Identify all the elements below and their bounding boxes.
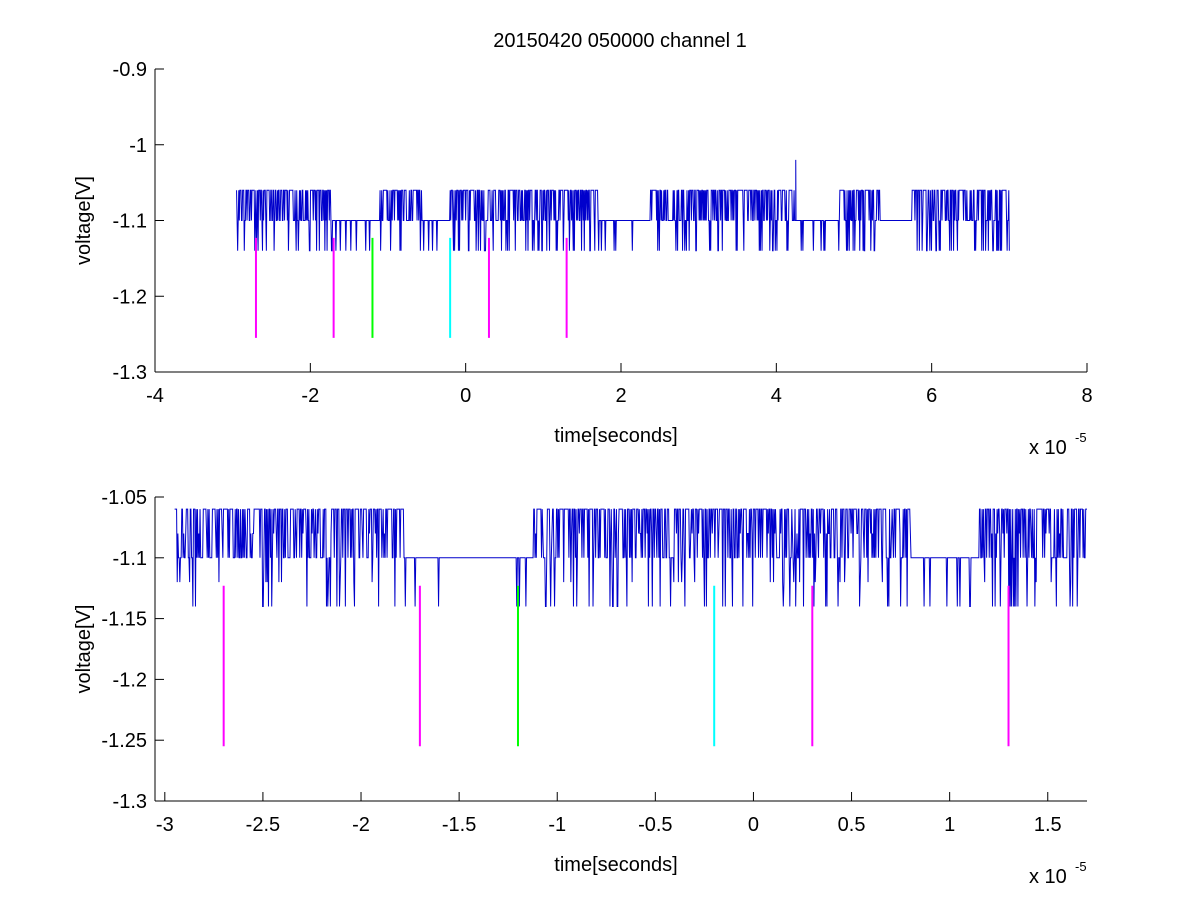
x-exponent-label: x 10 bbox=[1029, 437, 1067, 459]
y-tick-label: -1.15 bbox=[101, 609, 147, 631]
x-tick-label: 1 bbox=[944, 814, 955, 836]
bottom-plot: -3 -2.5 -2 -1.5 -1 -0.5 0 0.5 1 1.5 -1.3 -1.25 -1.2 -… bbox=[73, 487, 1087, 888]
x-exponent: -5 bbox=[1075, 430, 1087, 445]
y-axis-label: voltage[V] bbox=[73, 176, 95, 265]
x-tick-label: 8 bbox=[1081, 385, 1092, 407]
x-tick-label: -1.5 bbox=[442, 814, 476, 836]
x-tick-label: 2 bbox=[615, 385, 626, 407]
x-tick-label: 0 bbox=[460, 385, 471, 407]
y-tick-label: -1.1 bbox=[113, 548, 147, 570]
y-tick-label: -0.9 bbox=[113, 59, 147, 81]
y-tick-label: -1.2 bbox=[113, 669, 147, 691]
x-tick-label: -2 bbox=[352, 814, 370, 836]
y-tick-label: -1.25 bbox=[101, 730, 147, 752]
y-axis-label: voltage[V] bbox=[73, 605, 95, 694]
y-tick-label: -1.3 bbox=[113, 362, 147, 384]
x-axis-label: time[seconds] bbox=[554, 425, 677, 447]
x-exponent-label: x 10 bbox=[1029, 866, 1067, 888]
x-tick-label: 0.5 bbox=[838, 814, 866, 836]
x-tick-label: -2.5 bbox=[246, 814, 280, 836]
y-tick-label: -1.05 bbox=[101, 487, 147, 509]
x-tick-label: 4 bbox=[771, 385, 782, 407]
x-tick-label: 6 bbox=[926, 385, 937, 407]
x-tick-label: -3 bbox=[156, 814, 174, 836]
top-plot: -4 -2 0 2 4 6 8 -1.3 -1.2 -1.1 -1 -0.9 time[seconds]… bbox=[73, 59, 1093, 459]
x-exponent: -5 bbox=[1075, 859, 1087, 874]
x-tick-label: 0 bbox=[748, 814, 759, 836]
y-tick-label: -1 bbox=[129, 135, 147, 157]
figure-title: 20150420 050000 channel 1 bbox=[493, 30, 747, 52]
y-tick-label: -1.2 bbox=[113, 286, 147, 308]
y-tick-label: -1.3 bbox=[113, 791, 147, 813]
x-tick-label: -2 bbox=[301, 385, 319, 407]
voltage-trace bbox=[236, 159, 1010, 252]
voltage-trace bbox=[174, 508, 1087, 607]
x-tick-label: -0.5 bbox=[638, 814, 672, 836]
y-tick-label: -1.1 bbox=[113, 211, 147, 233]
x-tick-label: -1 bbox=[548, 814, 566, 836]
x-axis-label: time[seconds] bbox=[554, 854, 677, 876]
x-tick-label: 1.5 bbox=[1034, 814, 1062, 836]
x-tick-label: -4 bbox=[146, 385, 164, 407]
